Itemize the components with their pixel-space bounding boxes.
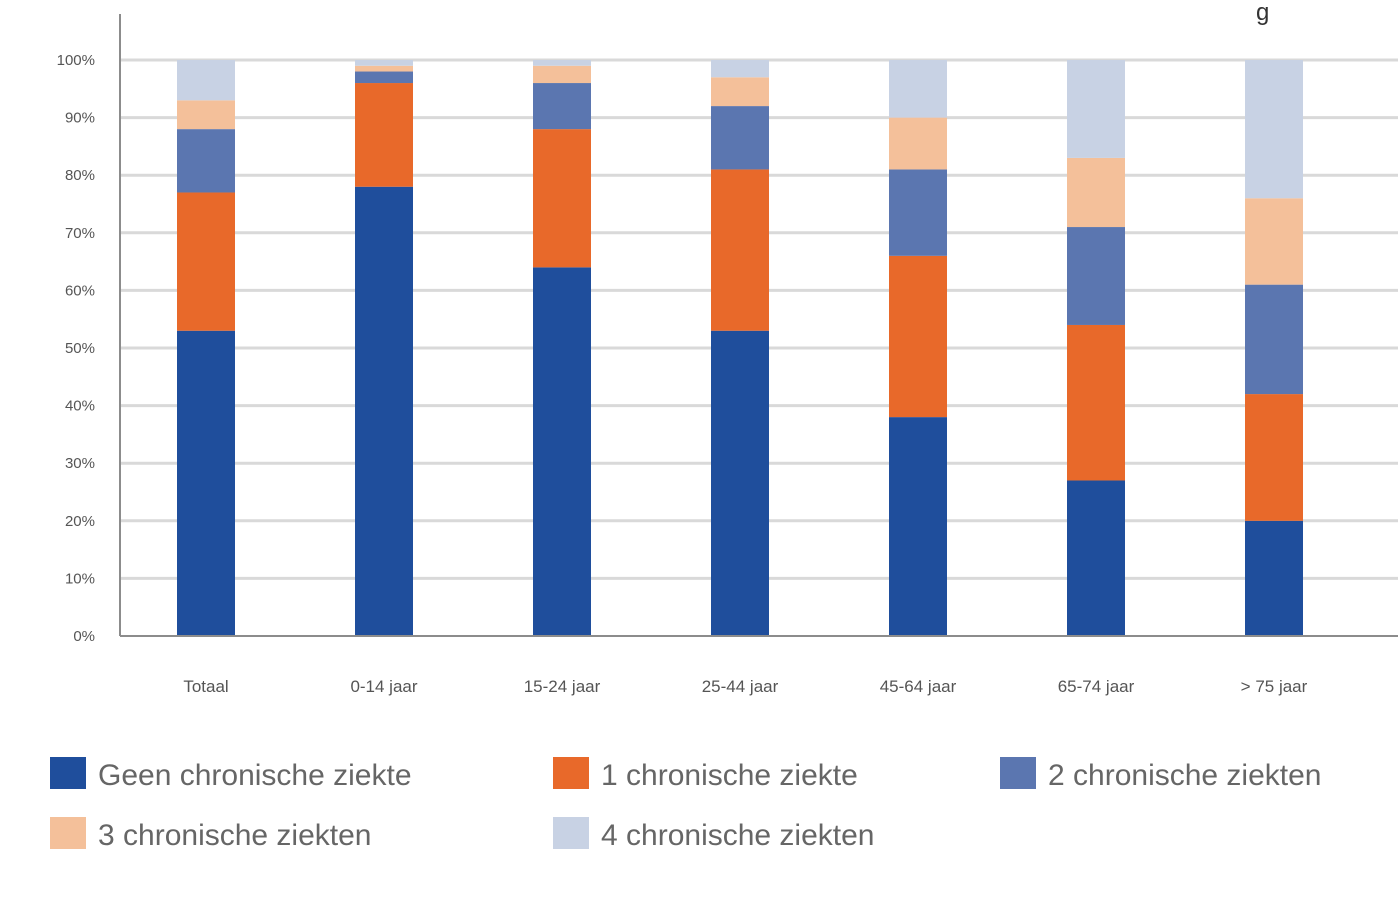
bars	[177, 60, 1303, 636]
x-tick-label: 25-44 jaar	[702, 677, 779, 696]
y-tick-label: 100%	[57, 52, 95, 69]
legend-swatch	[50, 817, 86, 849]
bar-segment	[1245, 60, 1303, 199]
bar-segment	[889, 255, 947, 418]
bar-segment	[889, 60, 947, 118]
axes	[119, 14, 1398, 637]
x-tick-label: 15-24 jaar	[524, 677, 601, 696]
bar-segment	[177, 129, 235, 193]
x-tick-label: 45-64 jaar	[880, 677, 957, 696]
legend-label: 1 chronische ziekte	[601, 759, 858, 792]
bar-segment	[711, 330, 769, 636]
legend-swatch	[553, 817, 589, 849]
legend-swatch	[1000, 757, 1036, 789]
legend-label: Geen chronische ziekte	[98, 759, 412, 792]
x-tick-label: > 75 jaar	[1241, 677, 1308, 696]
bar-segment	[1067, 480, 1125, 636]
bar-segment	[1245, 520, 1303, 636]
y-tick-label: 40%	[65, 398, 95, 415]
bar-segment	[889, 169, 947, 256]
y-tick-label: 0%	[73, 628, 95, 645]
bar-segment	[355, 65, 413, 72]
bar-segment	[1067, 324, 1125, 481]
bar-segment	[533, 65, 591, 84]
y-tick-label: 90%	[65, 110, 95, 127]
y-tick-labels: 0% 10% 20% 30% 40% 50% 60% 70% 80% 90% 100%	[57, 52, 95, 645]
x-tick-label: 0-14 jaar	[350, 677, 417, 696]
bar-segment	[533, 129, 591, 268]
bar-segment	[711, 106, 769, 170]
bar-segment	[1067, 227, 1125, 325]
bar-segment	[1067, 157, 1125, 228]
y-tick-label: 80%	[65, 167, 95, 184]
y-tick-label: 50%	[65, 340, 95, 357]
y-tick-label: 60%	[65, 282, 95, 299]
bar-segment	[1245, 198, 1303, 285]
bar-segment	[177, 330, 235, 636]
legend-swatch	[50, 757, 86, 789]
bar-segment	[711, 77, 769, 107]
legend: Geen chronische ziekte 1 chronische ziekt…	[50, 757, 1322, 852]
legend-swatch	[553, 757, 589, 789]
legend-label: 2 chronische ziekten	[1048, 759, 1322, 792]
bar-segment	[889, 117, 947, 170]
bar-segment	[533, 60, 591, 66]
bar-segment	[177, 192, 235, 331]
bar-segment	[355, 186, 413, 636]
bar-segment	[533, 83, 591, 130]
x-tick-labels: Totaal 0-14 jaar 15-24 jaar 25-44 jaar 45-64…	[183, 677, 1307, 696]
bar-segment	[1245, 394, 1303, 521]
bar-segment	[355, 83, 413, 187]
bar-segment	[1245, 284, 1303, 395]
bar-segment	[711, 169, 769, 331]
bar-segment	[889, 417, 947, 636]
y-tick-label: 70%	[65, 225, 95, 242]
bar-segment	[711, 60, 769, 78]
bar-segment	[533, 267, 591, 636]
x-tick-label: 65-74 jaar	[1058, 677, 1135, 696]
bar-segment	[355, 71, 413, 84]
x-tick-label: Totaal	[183, 677, 228, 696]
y-tick-label: 30%	[65, 455, 95, 472]
cropped-edge-text: g	[1256, 0, 1269, 26]
bar-segment	[177, 100, 235, 130]
bar-segment	[177, 60, 235, 101]
y-tick-label: 10%	[65, 570, 95, 587]
legend-label: 4 chronische ziekten	[601, 819, 875, 852]
legend-label: 3 chronische ziekten	[98, 819, 372, 852]
y-tick-label: 20%	[65, 513, 95, 530]
bar-segment	[1067, 60, 1125, 158]
bar-segment	[355, 60, 413, 66]
